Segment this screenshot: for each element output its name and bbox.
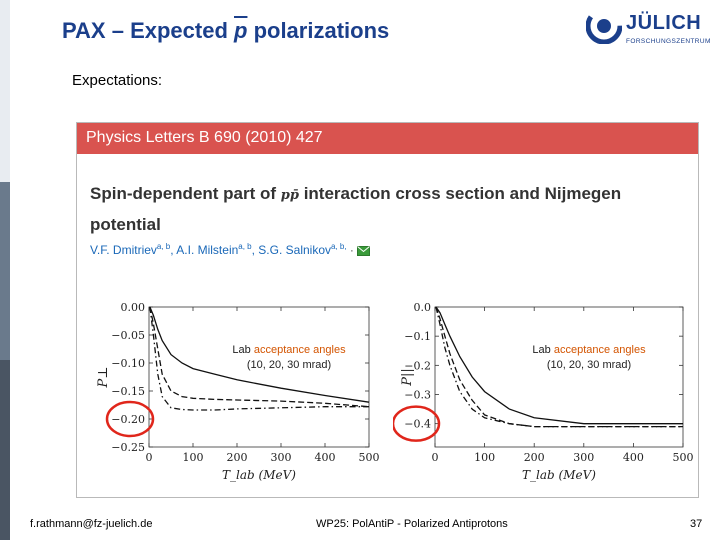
highlight-circle (105, 400, 155, 438)
x-tick-label: 200 (524, 451, 545, 464)
plot-p-perp: 0 100 200 300 400 500 0.00 −0.05 −0.10 −0.15 −0.20… (96, 301, 380, 482)
y-axis-label: P⊥ (96, 367, 111, 389)
highlight-circle (393, 405, 441, 442)
plot-p-parallel: 0 100 200 300 400 500 0.0 −0.1 −0.2 −0.3 −0.4 P|| T_… (393, 301, 694, 482)
x-tick-label: 100 (183, 451, 204, 464)
juelich-logo: JÜLICH FORSCHUNGSZENTRUM (586, 8, 710, 50)
y-tick-label: −0.3 (404, 389, 431, 402)
paper-panel-header: Physics Letters B 690 (2010) 427 (77, 123, 698, 154)
x-tick-label: 100 (474, 451, 495, 464)
annotation-line1-a: Lab (532, 344, 553, 356)
plot-frame (434, 306, 684, 448)
paper-title-line2: potential (90, 215, 161, 234)
title-suffix: polarizations (247, 18, 390, 43)
author-link[interactable]: S.G. Salnikova, b, (258, 242, 347, 257)
y-tick-label: −0.2 (404, 359, 431, 372)
journal-reference: Physics Letters B 690 (2010) 427 (86, 129, 323, 146)
x-axis-label: T_lab (MeV) (222, 468, 296, 482)
paper-title-part1: Spin-dependent part of (90, 184, 277, 203)
annotation-line1-a: Lab (232, 344, 253, 356)
x-tick-label: 400 (315, 451, 336, 464)
annotation-line2: (10, 20, 30 mrad) (547, 359, 631, 371)
expectations-label: Expectations: (72, 72, 163, 89)
y-tick-label: −0.10 (111, 357, 145, 370)
slide-number: 37 (690, 518, 703, 530)
title-prefix: PAX – Expected (62, 18, 234, 43)
juelich-logo-icon (586, 8, 622, 44)
sidebar-accent-darker (0, 360, 10, 540)
slide-title: PAX – Expected p polarizations (62, 18, 389, 44)
logo-subtext: FORSCHUNGSZENTRUM (626, 38, 711, 45)
annotation-line2: (10, 20, 30 mrad) (247, 359, 331, 371)
x-tick-label: 0 (146, 451, 153, 464)
x-tick-label: 400 (623, 451, 644, 464)
y-tick-label: 0.00 (121, 301, 146, 314)
author-link[interactable]: V.F. Dmitrieva, b (90, 242, 171, 257)
y-tick-label: −0.15 (111, 385, 145, 398)
x-tick-label: 500 (359, 451, 380, 464)
envelope-icon[interactable] (357, 245, 371, 256)
plot-frame (148, 306, 370, 448)
author-list: V.F. Dmitrieva, b, A.I. Milsteina, b, S.… (90, 242, 371, 257)
logo-text: JÜLICH (626, 12, 702, 34)
series-line-dashed (149, 306, 370, 408)
x-axis-label: T_lab (MeV) (522, 468, 596, 482)
y-axis-label: P|| (400, 368, 415, 387)
y-tick-label: −0.20 (111, 413, 145, 426)
series-line-solid (149, 306, 370, 403)
x-tick-label: 500 (673, 451, 694, 464)
annotation-line1-b: acceptance angles (254, 344, 346, 356)
paper-panel: Physics Letters B 690 (2010) 427 Spin-de… (76, 122, 699, 498)
x-tick-label: 200 (227, 451, 248, 464)
footer-email: f.rathmann@fz-juelich.de (30, 518, 153, 530)
x-tick-label: 300 (573, 451, 594, 464)
contact-dot-icon: · (349, 243, 354, 257)
paper-title: Spin-dependent part of pp̄ interaction c… (90, 179, 680, 239)
annotation-line1: Lab acceptance angles (232, 344, 346, 356)
annotation-line1: Lab acceptance angles (532, 344, 646, 356)
series-line-solid (435, 306, 683, 425)
annotation-line1-b: acceptance angles (554, 344, 646, 356)
x-tick-label: 0 (432, 451, 439, 464)
title-symbol: p (234, 18, 248, 43)
y-tick-label: −0.25 (111, 441, 145, 454)
y-tick-label: 0.0 (414, 301, 432, 314)
author-link[interactable]: A.I. Milsteina, b (176, 242, 252, 257)
footer-project: WP25: PolAntiP - Polarized Antiprotons (316, 518, 508, 530)
paper-title-part2: interaction cross section and Nijmegen (303, 184, 622, 203)
y-tick-label: −0.1 (404, 330, 431, 343)
y-tick-label: −0.05 (111, 329, 145, 342)
y-tick-label: −0.4 (404, 418, 431, 431)
paper-title-symbol: pp̄ (280, 188, 299, 203)
series-line-dashdot (435, 306, 683, 428)
sidebar-accent-light (0, 0, 10, 182)
x-tick-label: 300 (271, 451, 292, 464)
